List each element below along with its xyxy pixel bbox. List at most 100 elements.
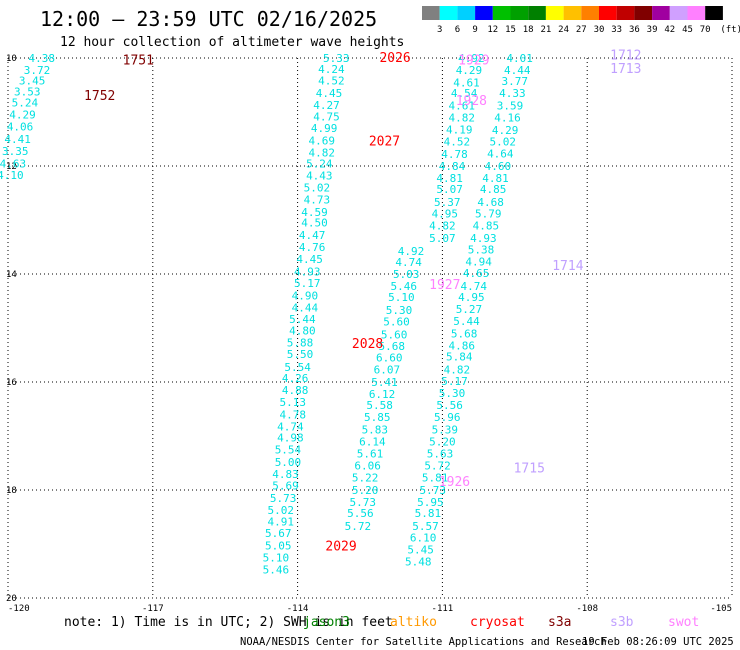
swh-point: 5.63: [427, 447, 454, 460]
colorbar-swatch: [457, 6, 476, 20]
y-tick-label: 10: [6, 54, 17, 64]
swh-point: 4.52: [318, 75, 345, 88]
swh-point: 5.54: [284, 361, 311, 374]
colorbar: 3 6 9 12 15 18 21 24 27 30 33 36 39 42 45 70 (ft): [422, 6, 740, 35]
swh-point: 4.78: [441, 148, 468, 161]
swh-point: 4.80: [289, 325, 316, 338]
swh-point: 3.53: [14, 85, 41, 98]
colorbar-swatch: [563, 6, 582, 20]
colorbar-swatch: [475, 6, 493, 20]
colorbar-swatch: [492, 6, 511, 20]
colorbar-unit: (ft): [720, 25, 740, 35]
swh-point: 6.07: [374, 364, 401, 377]
colorbar-swatch: [510, 6, 529, 20]
swh-point: 4.45: [296, 253, 323, 266]
swh-point: 5.30: [439, 387, 466, 400]
swh-point: 5.60: [381, 328, 408, 341]
swh-point: 4.74: [277, 420, 304, 433]
colorbar-swatch: [422, 6, 440, 20]
x-tick-label: -108: [576, 604, 598, 614]
swh-point: 4.75: [313, 110, 340, 123]
satellite-legend: jason3 altiko cryosat s3a s3b swot: [303, 615, 699, 630]
track-label: 1928: [456, 94, 487, 109]
colorbar-label: 12: [487, 25, 498, 35]
swh-point: 5.30: [386, 304, 413, 317]
swh-point: 5.24: [12, 96, 39, 109]
swh-point: 4.10: [0, 169, 24, 182]
swh-point: 4.81: [436, 172, 463, 185]
colorbar-swatch: [652, 6, 670, 20]
swh-point: 5.13: [280, 396, 307, 409]
swh-point: 6.14: [359, 435, 386, 448]
track-labels: 1751 1752 2026 2027 2028 2029 1929 1928 1927 1926…: [84, 48, 641, 554]
swh-point: 5.10: [388, 291, 415, 304]
swh-point: 3.59: [497, 100, 524, 113]
satellite-legend-item: s3b: [610, 615, 634, 630]
swh-point: 4.52: [444, 136, 471, 149]
swh-point: 4.85: [480, 183, 507, 196]
swh-point: 5.85: [364, 411, 391, 424]
swh-point: 5.84: [446, 351, 473, 364]
colorbar-label: 39: [647, 25, 658, 35]
swh-point: 4.45: [316, 87, 343, 100]
swh-point: 4.92: [458, 52, 485, 65]
swh-point: 4.84: [439, 160, 466, 173]
y-tick-label: 18: [6, 486, 17, 496]
swh-point: 5.72: [345, 520, 372, 533]
swh-point: 5.10: [263, 552, 290, 565]
footer-note: note: 1) Time is in UTC; 2) SWH is in fe…: [64, 615, 393, 630]
colorbar-swatch: [616, 6, 635, 20]
swh-point: 4.60: [485, 160, 512, 173]
track-label: 1712: [610, 48, 641, 63]
swh-point: 5.83: [362, 424, 389, 437]
swh-point: 5.79: [475, 208, 502, 221]
track-label: 2027: [369, 135, 400, 150]
chart-subtitle: 12 hour collection of altimeter wave hei…: [60, 35, 404, 50]
swh-point: 4.95: [458, 291, 485, 304]
data-points: 4.383.723.453.535.244.294.064.413.354.63…: [0, 52, 533, 576]
swh-point: 4.63: [0, 157, 26, 170]
swh-point: 5.61: [357, 447, 384, 460]
swh-point: 4.95: [432, 208, 459, 221]
swh-point: 5.02: [489, 136, 516, 149]
footer-credit: NOAA/NESDIS Center for Satellite Applica…: [240, 636, 607, 648]
swh-point: 5.73: [419, 484, 446, 497]
satellite-legend-item: jason3: [303, 615, 350, 630]
colorbar-label: 15: [505, 25, 516, 35]
swh-point: 5.57: [412, 520, 439, 533]
y-tick-label: 12: [6, 162, 17, 172]
swh-point: 4.81: [482, 172, 509, 185]
colorbar-swatch: [581, 6, 599, 20]
colorbar-swatch: [528, 6, 546, 20]
swh-point: 4.50: [301, 217, 328, 230]
swh-point: 4.27: [313, 99, 340, 112]
swh-point: 4.76: [299, 241, 326, 254]
swh-point: 5.60: [383, 316, 410, 329]
swh-point: 3.72: [24, 64, 51, 77]
track-label: 1751: [123, 54, 154, 69]
colorbar-label: 45: [682, 25, 693, 35]
track-label: 1927: [429, 278, 460, 293]
swh-point: 4.94: [465, 256, 492, 269]
swh-point: 4.92: [398, 245, 425, 258]
swh-point: 5.44: [453, 315, 480, 328]
swh-point: 4.06: [7, 121, 34, 134]
track-label: 2029: [325, 540, 356, 555]
swh-point: 4.74: [395, 256, 422, 269]
swh-point: 3.35: [2, 145, 29, 158]
swh-point: 6.10: [410, 532, 437, 545]
swh-point: 5.44: [289, 313, 316, 326]
swh-point: 4.65: [463, 267, 490, 280]
colorbar-swatch: [669, 6, 688, 20]
swh-point: 5.00: [275, 456, 302, 469]
colorbar-label: 9: [472, 25, 477, 35]
swh-point: 5.20: [429, 435, 456, 448]
swh-point: 5.67: [265, 527, 292, 540]
track-label: 1926: [439, 475, 470, 490]
grid: [7, 57, 733, 599]
swh-point: 6.12: [369, 388, 396, 401]
colorbar-label: 36: [629, 25, 640, 35]
swh-point: 5.45: [407, 543, 434, 556]
swh-point: 5.17: [441, 375, 468, 388]
colorbar-swatch: [439, 6, 458, 20]
